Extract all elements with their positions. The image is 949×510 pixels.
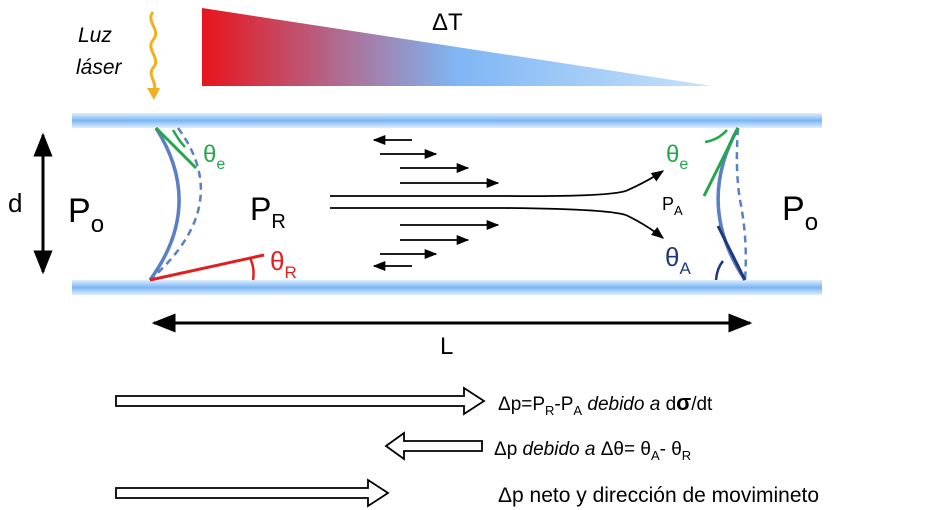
theta-e-right-label: θe: [666, 141, 688, 173]
theta-r-label: θR: [270, 246, 297, 282]
right-theta-e-tangent: [702, 127, 740, 197]
left-theta-e-tangent: [154, 126, 198, 170]
laser-label-line2: láser: [76, 56, 123, 79]
left-meniscus: [148, 127, 181, 282]
flow-curve-up: [504, 170, 665, 198]
theta-r-tangent: [149, 253, 265, 282]
d-label: d: [8, 188, 22, 218]
gradient-label: ΔT: [432, 9, 463, 36]
legend-arrow-3: [115, 478, 390, 508]
laser-label-line1: Luz: [78, 24, 112, 47]
legend-arrow-2: [384, 431, 483, 461]
legend-line-2: Δp debido a Δθ= θA- θR: [494, 439, 691, 463]
legend-arrow-1: [115, 386, 486, 416]
pressure-right-label: Po: [782, 190, 818, 236]
pressure-receding-label: PR: [250, 191, 286, 233]
flow-arrows: [330, 134, 665, 272]
legend-line-1: Δp=PR-PA debido a dσ/dt: [498, 390, 713, 418]
temperature-gradient-wedge: [202, 8, 712, 86]
laser-arrowhead-icon: [147, 88, 160, 100]
theta-a-tangent: [716, 225, 747, 281]
top-wall: [72, 113, 822, 128]
flow-curve-down: [504, 207, 664, 239]
right-meniscus-equilibrium: [735, 127, 748, 281]
left-meniscus-equilibrium: [149, 127, 203, 281]
theta-r-arc: [248, 257, 255, 281]
pressure-left-label: Po: [68, 192, 104, 238]
theta-a-label: θA: [665, 242, 691, 278]
laser-beam-icon: [149, 11, 158, 93]
left-theta-e-arc: [171, 129, 186, 148]
theta-e-left-label: θe: [203, 141, 225, 173]
theta-a-arc: [714, 260, 724, 281]
L-label: L: [440, 333, 453, 360]
legend-line-3: Δp neto y dirección de movimineto: [498, 484, 819, 507]
bottom-wall: [72, 280, 822, 295]
right-theta-e-arc: [704, 129, 728, 144]
pressure-advancing-label: PA: [662, 194, 683, 218]
